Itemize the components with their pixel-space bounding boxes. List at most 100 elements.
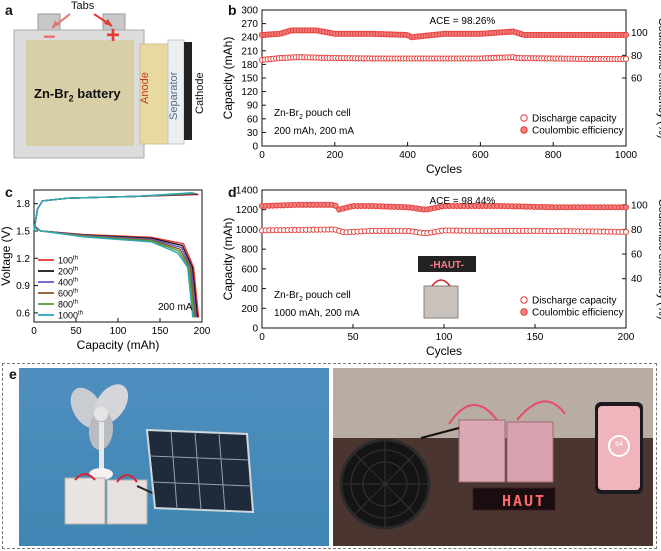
chart-b: 0 200 400 600 800 100003060901201501802102402… (221, 6, 661, 177)
data-point (622, 55, 630, 63)
y-tick-label: 180 (241, 60, 258, 71)
legend-marker (520, 296, 528, 304)
series-discharge (258, 226, 630, 237)
battery-box-right (506, 421, 554, 483)
legend-marker (520, 114, 528, 122)
y-tick-label: 600 (241, 264, 258, 275)
x-tick-label: 0 (259, 332, 265, 343)
y-tick-label: 0.9 (16, 281, 30, 292)
x-axis-label: Cycles (426, 162, 462, 176)
y-tick-label: 1400 (236, 186, 259, 197)
plus-sign: + (106, 22, 121, 49)
x-tick-label: 800 (545, 150, 562, 161)
x-tick-label: 200 (326, 150, 343, 161)
x-tick-label: 150 (527, 332, 544, 343)
inset-led-text: -HAUT- (430, 260, 464, 271)
phone-charge-text: 64 (615, 441, 623, 448)
y-axis-label: Capacity (mAh) (221, 218, 235, 301)
cell-condition: 200 mAh, 200 mA (274, 126, 354, 137)
legend-label: 200th (58, 267, 78, 277)
y2-tick-label: 80 (631, 225, 643, 236)
data-point (622, 228, 630, 235)
ace-annotation: ACE = 98.26% (429, 16, 495, 27)
y-axis-label: Capacity (mAh) (221, 37, 235, 120)
y-tick-label: 120 (241, 87, 258, 98)
chart-c: 0 50 100 150 200 0.6 0.9 1.2 1.5 1.8 Capacity (mAh… (0, 189, 211, 352)
data-point (622, 204, 630, 211)
pouch-inner (26, 40, 134, 146)
y2-tick-label: 80 (631, 51, 643, 62)
x-axis-label: Capacity (mAh) (77, 338, 160, 352)
y-tick-label: 0 (252, 324, 258, 335)
battery-box-right (106, 479, 148, 525)
fan-stand (99, 422, 104, 472)
inset-wire (431, 279, 451, 287)
chart-d: 0 50 100 150 200 0 200 400 600 800 1000 1200 1400 40 6… (221, 186, 661, 359)
y2-axis-label: Coulombic efficiency (%) (656, 18, 661, 139)
solar-fan-photo (19, 368, 329, 546)
legend-label: 800th (58, 300, 78, 310)
x-tick-label: 600 (472, 150, 489, 161)
y-tick-label: 0 (252, 142, 258, 153)
y-tick-label: 300 (241, 6, 258, 17)
current-annotation: 200 mA (158, 302, 193, 313)
legend-label: Coulombic efficiency (532, 308, 624, 319)
anode-label: Anode (139, 72, 151, 104)
led-sign-text: HAUT (501, 492, 547, 510)
legend-label: 600th (58, 289, 78, 299)
y-tick-label: 210 (241, 46, 258, 57)
series-discharge (258, 54, 630, 63)
cell-condition: 1000 mAh, 200 mA (274, 308, 360, 319)
anode-layer (139, 43, 169, 145)
panel-label-a: a (5, 2, 13, 18)
y2-tick-label: 100 (631, 200, 648, 211)
x-tick-label: 100 (436, 332, 453, 343)
y-tick-label: 1.8 (16, 199, 30, 210)
ace-annotation: ACE = 98.44% (429, 196, 495, 207)
panel-label-c: c (5, 184, 13, 200)
panel-label-e: e (9, 366, 17, 382)
discharge-curve (33, 227, 194, 318)
y-tick-label: 1.5 (16, 226, 30, 237)
charge-curve (33, 192, 193, 232)
series-efficiency (258, 27, 630, 41)
y-tick-label: 150 (241, 74, 258, 85)
y-tick-label: 200 (241, 304, 258, 315)
y2-tick-label: 60 (631, 74, 643, 85)
y-axis-label: Voltage (V) (0, 226, 13, 285)
battery-title: Zn-Br2 battery (34, 86, 121, 104)
y-tick-label: 1.2 (16, 254, 30, 265)
panel-label-b: b (228, 2, 237, 18)
tabs-label: Tabs (71, 0, 95, 12)
minus-sign: − (43, 24, 56, 49)
legend-label: Coulombic efficiency (532, 126, 624, 137)
y2-axis-label: Coulombic efficiency (%) (656, 199, 661, 320)
x-axis-label: Cycles (426, 344, 462, 358)
x-tick-label: 50 (347, 332, 359, 343)
cathode-layer (184, 42, 192, 140)
y-tick-label: 270 (241, 19, 258, 30)
inset-led-sign (418, 256, 476, 272)
x-tick-label: 0 (259, 150, 265, 161)
legend-label: 100th (58, 256, 78, 266)
charge-curve (33, 193, 199, 232)
x-tick-label: 150 (152, 326, 169, 337)
x-tick-label: 200 (194, 326, 211, 337)
cathode-label: Cathode (194, 72, 206, 114)
y-tick-label: 240 (241, 33, 258, 44)
data-point (332, 202, 339, 209)
panel-label-d: d (228, 184, 237, 200)
y2-tick-label: 40 (631, 274, 643, 285)
y-tick-label: 60 (247, 114, 259, 125)
x-tick-label: 100 (110, 326, 127, 337)
x-tick-label: 1000 (615, 150, 638, 161)
cell-description: Zn-Br2 pouch cell (274, 290, 351, 303)
data-point (622, 31, 630, 38)
x-tick-label: 200 (618, 332, 635, 343)
legend-label: 1000th (58, 311, 83, 321)
legend-marker (520, 126, 528, 134)
series-efficiency (258, 201, 630, 213)
led-sign (472, 487, 556, 511)
y-tick-label: 30 (247, 128, 259, 139)
y-tick-label: 1200 (236, 205, 259, 216)
